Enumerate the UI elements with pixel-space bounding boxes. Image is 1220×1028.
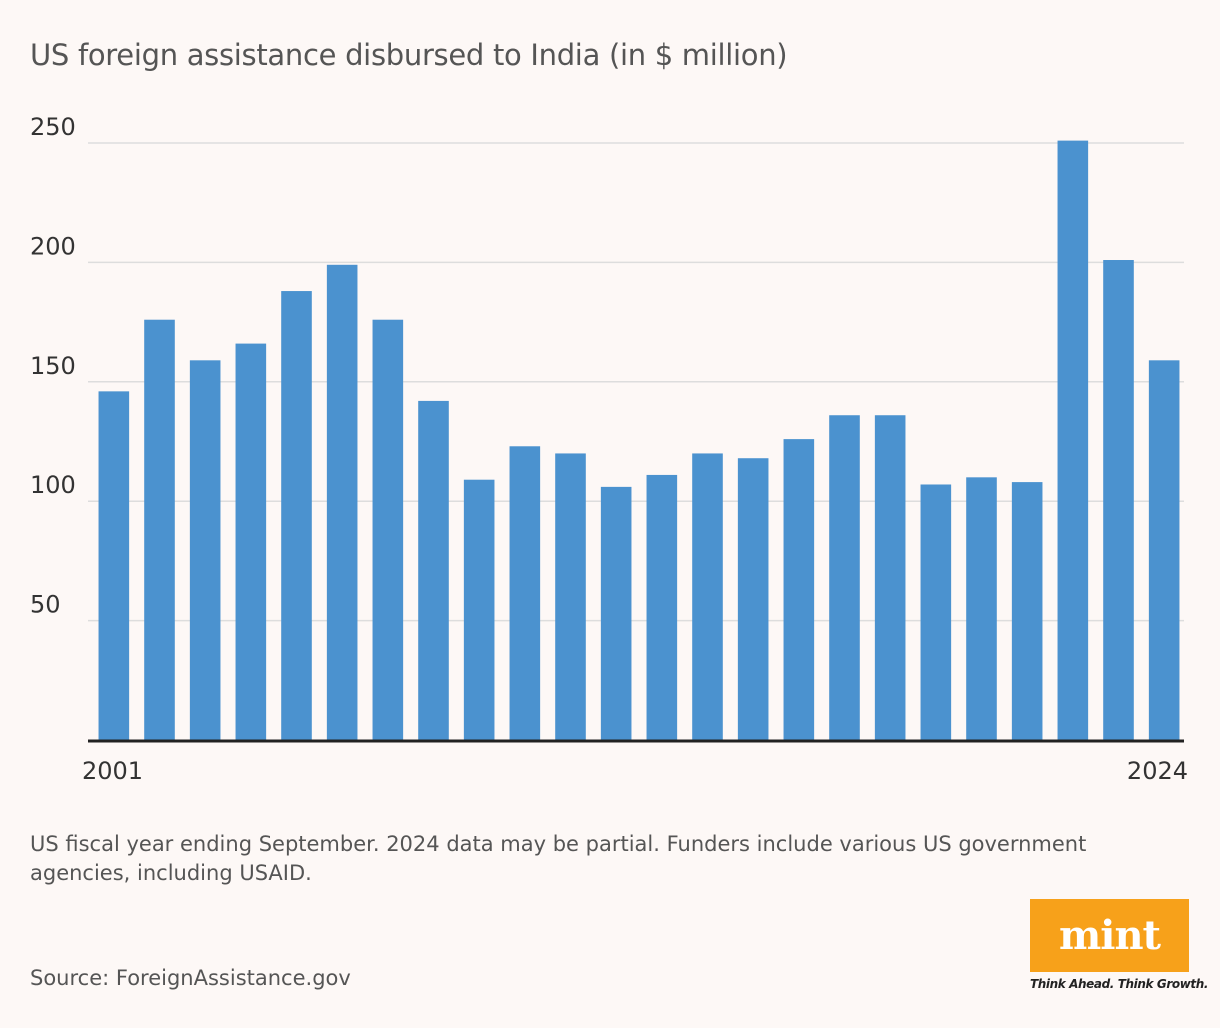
y-tick-label: 200 [30, 232, 76, 260]
chart-note: US fiscal year ending September. 2024 da… [30, 832, 1087, 885]
bar-2010 [509, 446, 541, 740]
bar-2020 [966, 477, 997, 740]
bar-2023 [1103, 260, 1134, 740]
source-credit: Source: ForeignAssistance.gov [30, 966, 351, 990]
logo-tagline: Think Ahead. Think Growth. [1030, 977, 1209, 991]
bar-2015 [737, 458, 769, 740]
y-tick-label: 100 [30, 471, 76, 499]
bar-2017 [829, 415, 860, 740]
bar-2016 [783, 439, 815, 740]
x-tick-label-last: 2024 [1127, 757, 1188, 785]
bar-2008 [418, 400, 449, 740]
y-tick-label: 50 [30, 591, 61, 619]
bars [98, 140, 1180, 740]
bar-2024 [1148, 360, 1180, 740]
bar-2011 [555, 453, 586, 740]
mint-logo: mint [1030, 899, 1189, 972]
bar-2014 [692, 453, 723, 740]
gridlines [88, 142, 1184, 622]
bar-2004 [235, 343, 267, 740]
bar-2012 [600, 486, 632, 740]
bar-2001 [98, 391, 130, 740]
bar-2002 [144, 319, 175, 740]
x-axis-ticks: 2001 2024 [82, 757, 1188, 785]
y-tick-label: 250 [30, 113, 76, 141]
bar-2019 [920, 484, 952, 740]
bar-2022 [1057, 140, 1089, 740]
bar-2018 [874, 415, 906, 740]
bar-2003 [189, 360, 221, 740]
bar-2021 [1011, 482, 1043, 740]
bar-chart: 50 100 150 200 250 2001 2024 [30, 113, 1188, 785]
bar-2005 [281, 291, 312, 740]
x-tick-label-first: 2001 [82, 757, 143, 785]
bar-2013 [646, 474, 678, 740]
y-axis-ticks: 50 100 150 200 250 [30, 113, 76, 619]
logo-wordmark: mint [1058, 912, 1161, 959]
chart-title: US foreign assistance disbursed to India… [30, 38, 788, 72]
bar-2009 [463, 479, 495, 740]
bar-2006 [326, 264, 358, 740]
bar-2007 [372, 319, 404, 740]
y-tick-label: 150 [30, 352, 76, 380]
